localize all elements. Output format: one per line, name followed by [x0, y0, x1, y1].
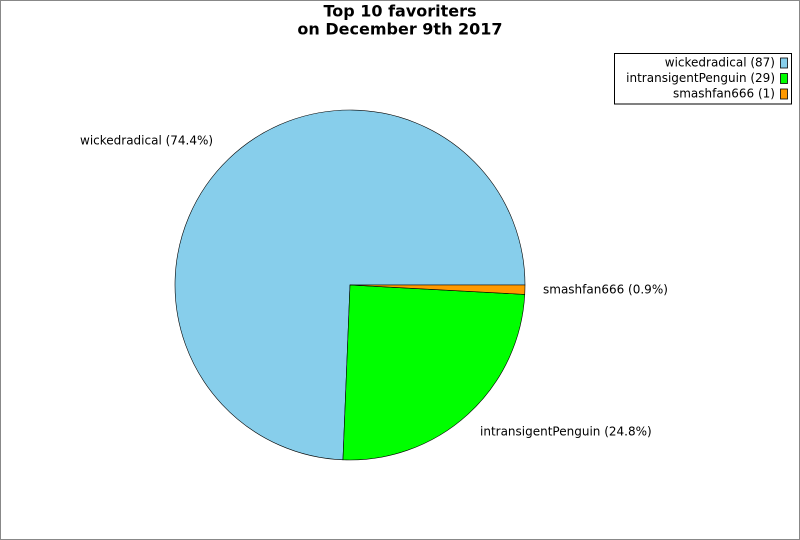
- chart-subtitle: on December 9th 2017: [297, 20, 502, 39]
- chart-title: Top 10 favoriters: [323, 2, 476, 21]
- legend-swatch: [780, 88, 788, 100]
- legend-box: [614, 53, 792, 105]
- legend-label: smashfan666 (1): [673, 87, 775, 101]
- slice-label: intransigentPenguin (24.8%): [480, 425, 652, 439]
- legend-label: intransigentPenguin (29): [626, 71, 775, 85]
- pie-slice: [342, 284, 526, 461]
- legend-swatch: [780, 73, 788, 84]
- slice-label: wickedradical (74.4%): [80, 134, 213, 148]
- pie-slice: [349, 284, 526, 295]
- legend-label: wickedradical (87): [665, 56, 775, 70]
- slice-label: smashfan666 (0.9%): [543, 283, 668, 297]
- legend-swatch: [780, 57, 788, 69]
